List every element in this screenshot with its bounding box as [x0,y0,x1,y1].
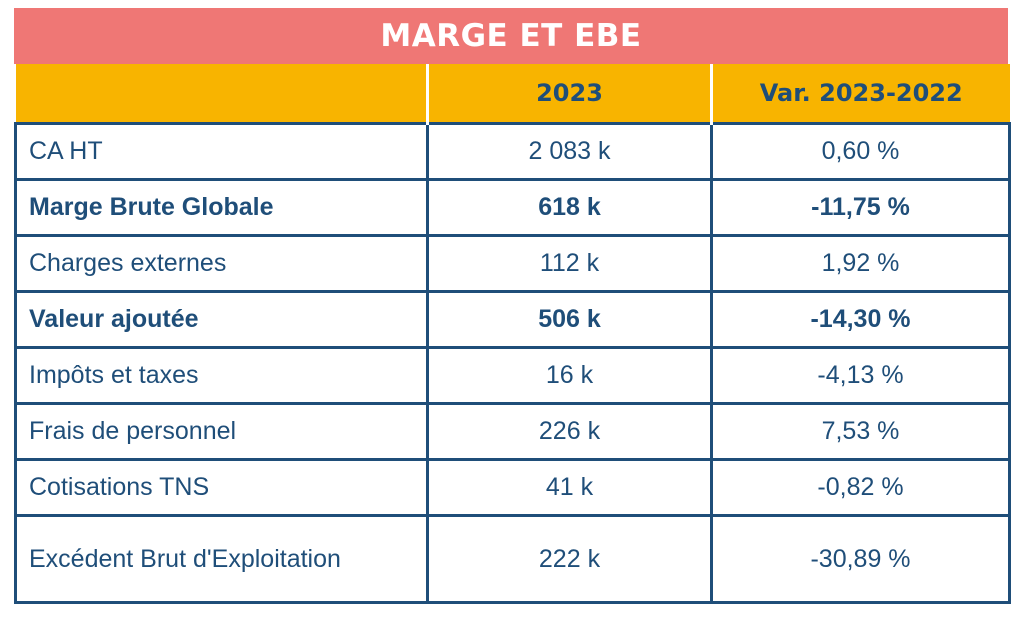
header-variation: Var. 2023-2022 [710,64,1010,124]
row-variation: 1,92 % [710,234,1011,293]
row-label: Charges externes [14,234,429,293]
table-row: Valeur ajoutée 506 k -14,30 % [14,290,1011,349]
header-label [15,64,429,124]
row-value: 16 k [426,346,713,405]
marge-ebe-table-card: MARGE ET EBE 2023 Var. 2023-2022 CA HT 2… [14,8,1011,604]
row-value: 2 083 k [426,122,713,181]
row-label: Cotisations TNS [14,458,429,517]
header-row: 2023 Var. 2023-2022 [15,64,1010,124]
row-label: Valeur ajoutée [14,290,429,349]
row-label: Impôts et taxes [14,346,429,405]
table-row: Charges externes 112 k 1,92 % [14,234,1011,293]
row-value: 618 k [426,178,713,237]
table-row: Excédent Brut d'Exploitation 222 k -30,8… [14,514,1011,604]
row-label: Marge Brute Globale [14,178,429,237]
row-label: Excédent Brut d'Exploitation [14,514,429,604]
row-value: 226 k [426,402,713,461]
marge-ebe-table: 2023 Var. 2023-2022 CA HT 2 083 k 0,60 %… [14,64,1011,604]
row-label: Frais de personnel [14,402,429,461]
row-value: 506 k [426,290,713,349]
table-title: MARGE ET EBE [14,8,1008,64]
row-variation: -0,82 % [710,458,1011,517]
row-variation: 7,53 % [710,402,1011,461]
table-row: CA HT 2 083 k 0,60 % [14,122,1011,181]
row-variation: -11,75 % [710,178,1011,237]
row-variation: -14,30 % [710,290,1011,349]
table-row: Frais de personnel 226 k 7,53 % [14,402,1011,461]
row-value: 222 k [426,514,713,604]
table-row: Marge Brute Globale 618 k -11,75 % [14,178,1011,237]
header-year: 2023 [426,64,713,124]
row-label: CA HT [14,122,429,181]
table-row: Impôts et taxes 16 k -4,13 % [14,346,1011,405]
row-value: 112 k [426,234,713,293]
row-variation: -30,89 % [710,514,1011,604]
row-value: 41 k [426,458,713,517]
table-row: Cotisations TNS 41 k -0,82 % [14,458,1011,517]
row-variation: -4,13 % [710,346,1011,405]
row-variation: 0,60 % [710,122,1011,181]
